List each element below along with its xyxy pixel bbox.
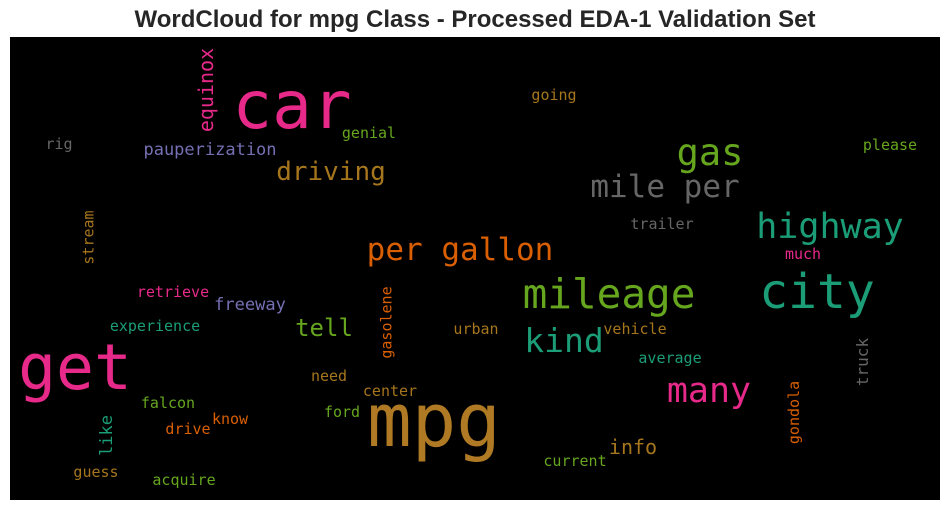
word-much: much	[784, 244, 822, 263]
word-truck: truck	[852, 337, 872, 387]
word-gas: gas	[676, 130, 744, 174]
word-current: current	[543, 451, 607, 470]
word-freeway: freeway	[214, 294, 286, 315]
wordcloud-canvas: mpg car get city mileage gas many highway kind mi…	[10, 37, 940, 500]
word-average: average	[638, 348, 702, 367]
word-mileage: mileage	[522, 269, 696, 318]
word-get: get	[18, 330, 132, 404]
word-going: going	[531, 85, 577, 104]
word-highway: highway	[756, 206, 904, 247]
word-guess: guess	[73, 462, 119, 481]
word-genial: genial	[341, 123, 397, 142]
word-equinox: equinox	[193, 47, 218, 133]
word-like: like	[96, 414, 117, 456]
word-ford: ford	[323, 402, 361, 421]
word-drive: drive	[165, 419, 211, 438]
word-acquire: acquire	[152, 470, 216, 489]
word-gasolene: gasolene	[377, 285, 396, 359]
chart-title: WordCloud for mpg Class - Processed EDA-…	[134, 6, 816, 33]
word-know: know	[211, 409, 249, 428]
word-trailer: trailer	[630, 214, 694, 233]
word-need: need	[310, 366, 348, 385]
word-city: city	[759, 264, 875, 320]
word-mile-per: mile per	[590, 168, 740, 205]
word-mpg: mpg	[367, 378, 501, 464]
word-many: many	[666, 370, 752, 411]
word-falcon: falcon	[140, 393, 196, 412]
word-driving: driving	[276, 157, 386, 187]
word-vehicle: vehicle	[603, 319, 667, 338]
word-per-gallon: per gallon	[366, 231, 554, 268]
word-rig: rig	[45, 134, 73, 153]
word-kind: kind	[524, 320, 604, 360]
word-tell: tell	[295, 314, 353, 342]
word-car: car	[232, 67, 352, 144]
word-center: center	[362, 381, 418, 400]
word-please: please	[862, 135, 918, 154]
word-gondola: gondola	[785, 380, 804, 444]
word-experience: experience	[109, 316, 201, 335]
word-retrieve: retrieve	[136, 282, 210, 301]
word-pauperization: pauperization	[143, 139, 277, 160]
word-info: info	[608, 435, 658, 459]
word-stream: stream	[79, 209, 98, 265]
word-urban: urban	[453, 319, 499, 338]
